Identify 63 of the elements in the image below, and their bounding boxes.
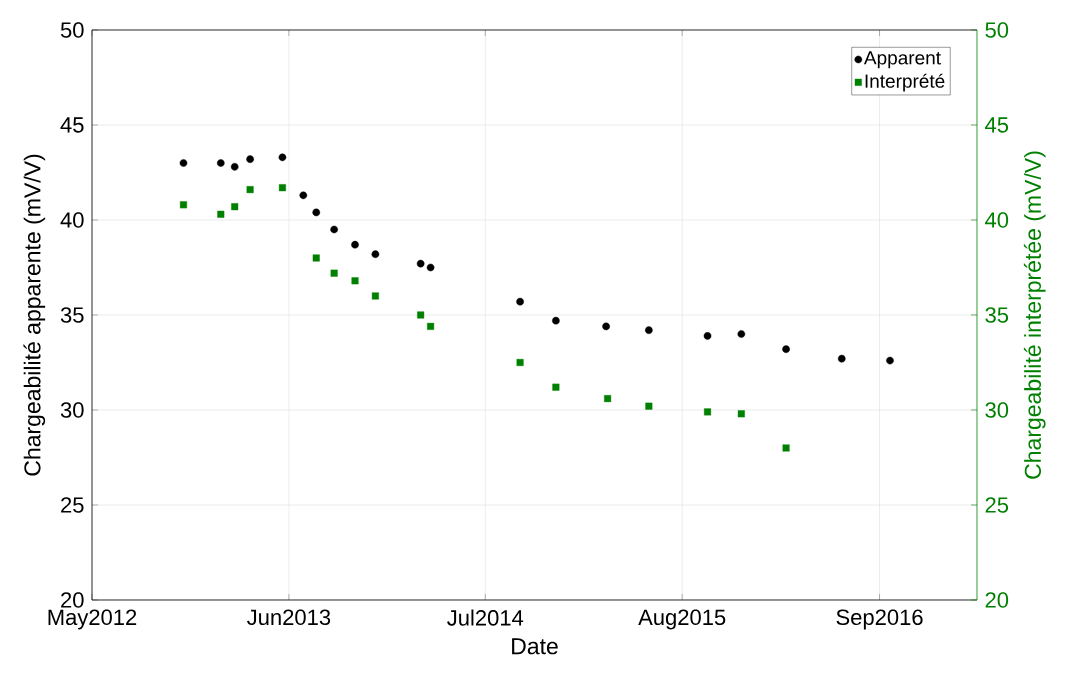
point — [552, 316, 560, 325]
point — [782, 444, 790, 452]
point — [416, 259, 425, 268]
point — [427, 322, 435, 330]
y2-tick-label: 30 — [985, 402, 1009, 418]
point — [179, 201, 187, 209]
point — [426, 263, 435, 272]
y-tick-label: 45 — [60, 117, 84, 133]
point — [278, 153, 287, 162]
y2-axis-title: Chargeabilité interprétée (mV/V) — [1023, 151, 1046, 479]
y-axis-title: Chargeabilité apparente (mV/V) — [23, 154, 46, 476]
point — [703, 332, 712, 340]
y-tick-label: 30 — [60, 402, 84, 418]
x-tick-label: Jul2014 — [447, 609, 524, 626]
point — [737, 330, 746, 338]
point — [645, 402, 653, 410]
point — [246, 186, 254, 194]
point — [312, 254, 320, 262]
point — [552, 383, 560, 391]
y2-tick-label: 40 — [985, 212, 1009, 228]
point — [217, 210, 225, 218]
point — [371, 292, 379, 300]
x-tick-label: Jun2013 — [247, 609, 331, 626]
y-tick-label: 20 — [61, 592, 84, 608]
point — [645, 326, 653, 334]
point — [837, 354, 846, 363]
y-tick-label: 25 — [61, 497, 84, 513]
legend-label: Apparent — [863, 51, 941, 69]
point — [216, 159, 225, 167]
point — [602, 322, 610, 331]
y-tick-label: 50 — [60, 22, 84, 38]
point — [179, 159, 188, 167]
point — [737, 410, 745, 418]
point — [230, 162, 239, 171]
point — [330, 225, 338, 234]
point — [351, 277, 359, 285]
point — [516, 358, 524, 366]
point — [516, 297, 524, 306]
point — [246, 155, 254, 163]
point — [604, 395, 612, 403]
x-tick-label: Aug2015 — [638, 609, 726, 630]
y-tick-label: 35 — [60, 307, 84, 323]
point — [312, 208, 321, 217]
y2-tick-label: 45 — [985, 117, 1009, 133]
legend-label: Interprété — [865, 73, 945, 92]
y2-tick-label: 35 — [985, 307, 1009, 323]
point — [330, 269, 338, 277]
x-tick-label: May2012 — [48, 609, 137, 630]
point — [231, 203, 239, 211]
point — [782, 345, 790, 353]
y-tick-label: 40 — [60, 212, 84, 228]
x-tick-label: Sep2016 — [836, 609, 923, 630]
point — [371, 250, 380, 258]
point — [417, 311, 425, 319]
y2-tick-label: 50 — [985, 22, 1009, 38]
x-axis-title: Date — [512, 638, 558, 655]
point — [299, 191, 308, 200]
point — [704, 408, 712, 416]
y2-tick-label: 20 — [985, 592, 1009, 608]
point — [351, 240, 359, 249]
point — [886, 356, 894, 365]
point — [278, 184, 286, 192]
y2-tick-label: 25 — [985, 497, 1009, 513]
